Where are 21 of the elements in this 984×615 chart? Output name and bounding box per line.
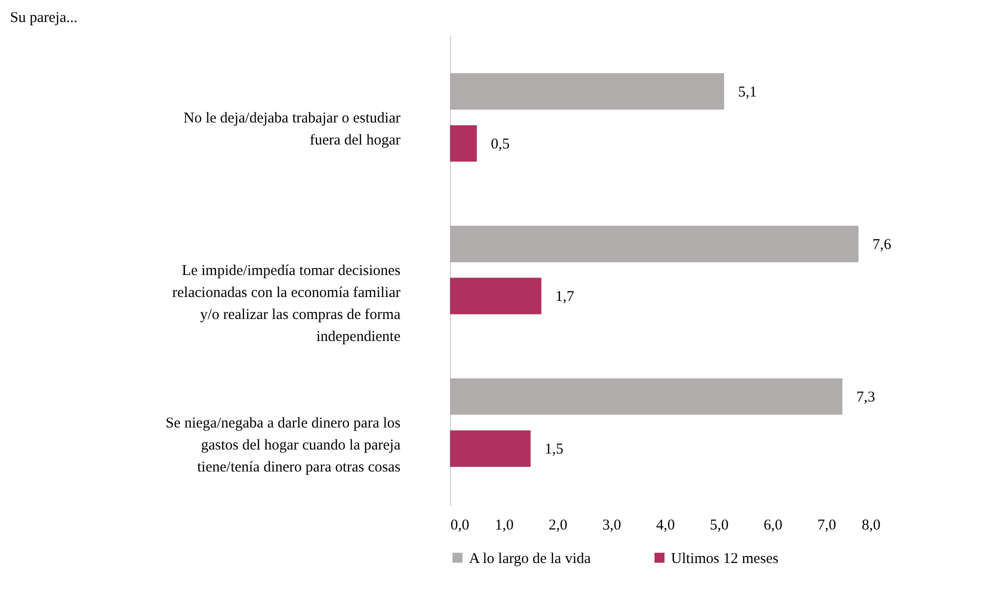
data-label: 7,6 [872, 236, 892, 253]
x-tick-label: 8,0 [862, 518, 880, 534]
y-tick-label: Se niega/negaba a darle dinero para los gastos del hogar cuando la pareja tiene/tenía dinero para otras cosas [166, 416, 401, 476]
data-label: 7,3 [856, 390, 876, 406]
x-tick-label: 7,0 [817, 518, 836, 534]
x-tick-label: 2,0 [548, 518, 568, 534]
text: Su pareja... [10, 10, 78, 26]
x-tick-label: 1,0 [494, 518, 514, 534]
x-tick-label: 6,0 [764, 518, 782, 534]
legend-label: A lo largo de la vida [469, 550, 592, 567]
data-label: 0,5 [490, 136, 510, 152]
x-tick-label: 3,0 [602, 518, 622, 534]
legend-label: Ultimos 12 meses [671, 550, 779, 567]
x-tick-label: 5,0 [710, 518, 729, 534]
x-tick-label: 0,0 [450, 518, 470, 534]
x-tick-label: 4,0 [656, 518, 675, 534]
data-label: 1,5 [544, 442, 564, 458]
y-tick-label: Le impide/impedía tomar decisiones relacionadas con la economía familiar y/o realizar las compras de forma independiente [172, 263, 401, 345]
y-tick-label: No le deja/dejaba trabajar o estudiar fuera del hogar [184, 110, 400, 148]
data-label: 1,7 [555, 289, 575, 306]
data-label: 5,1 [738, 84, 757, 100]
